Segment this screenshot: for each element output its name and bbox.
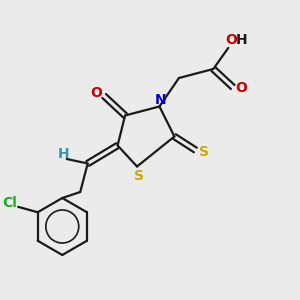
- Text: H: H: [58, 147, 70, 160]
- Text: Cl: Cl: [2, 196, 17, 210]
- Text: O: O: [235, 82, 247, 95]
- Text: N: N: [155, 93, 167, 106]
- Text: S: S: [134, 169, 143, 182]
- Text: H: H: [235, 34, 247, 47]
- Text: S: S: [199, 146, 209, 159]
- Text: O: O: [91, 86, 103, 100]
- Text: O: O: [225, 34, 237, 47]
